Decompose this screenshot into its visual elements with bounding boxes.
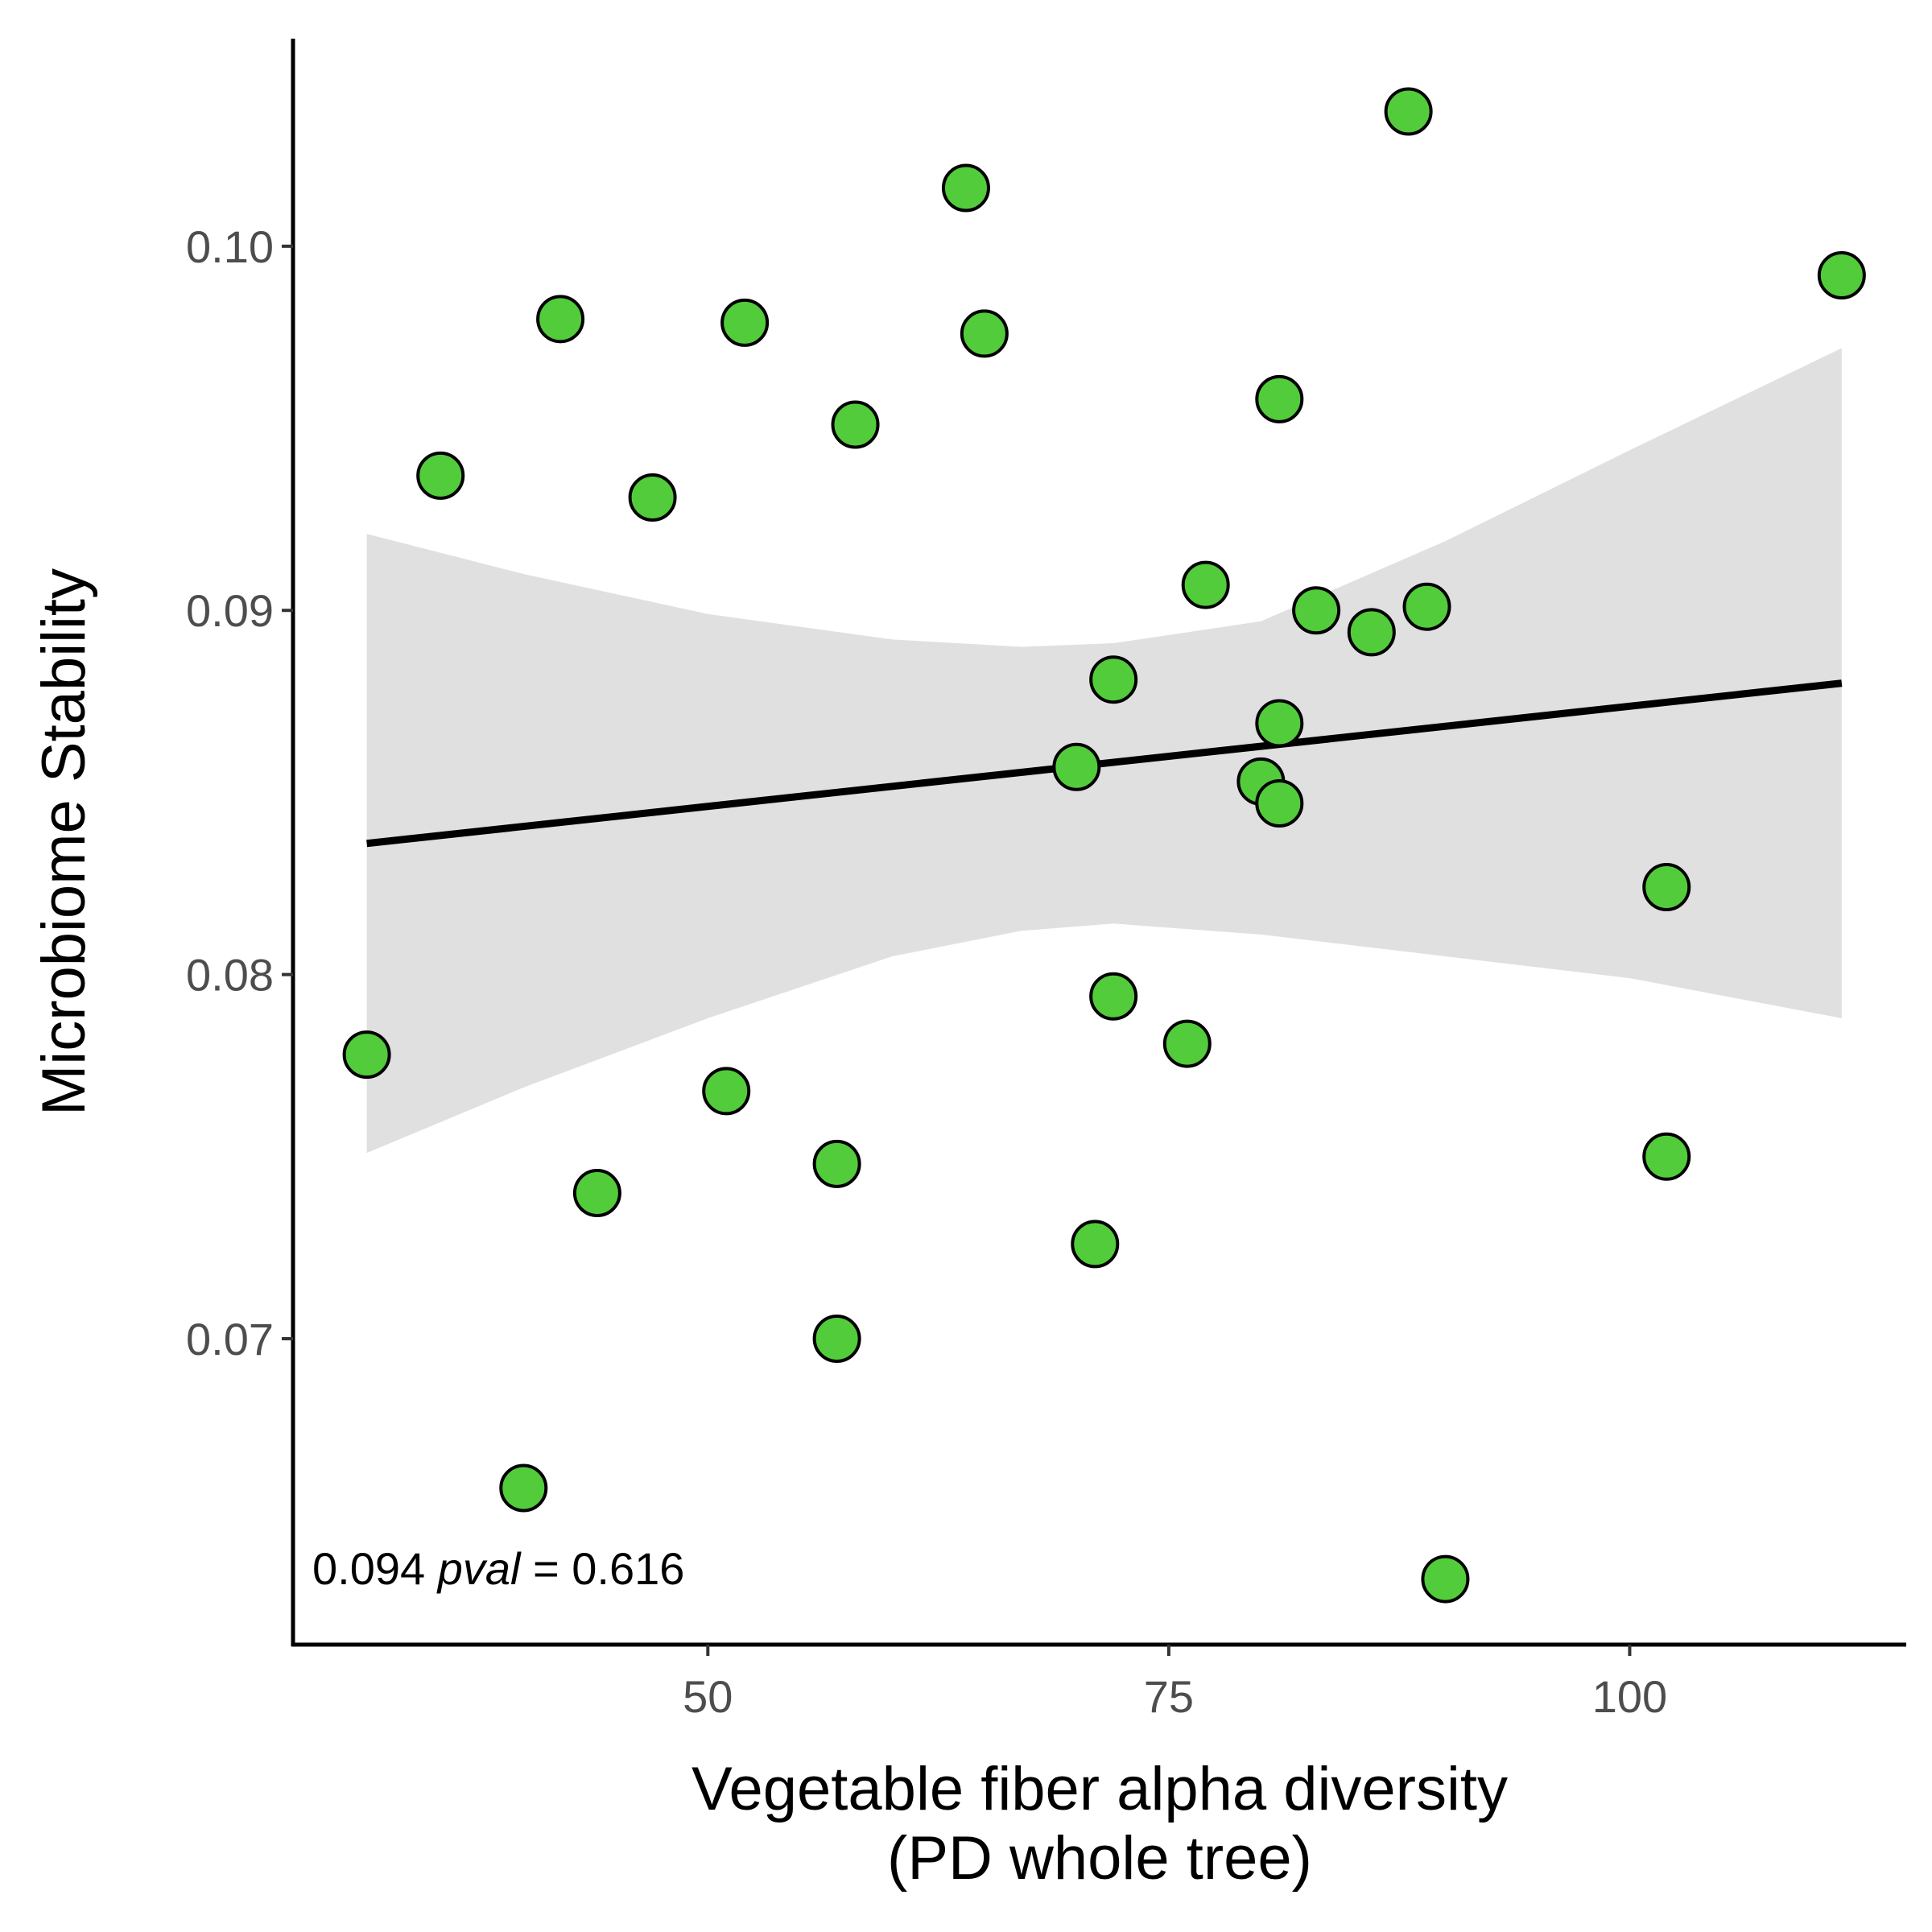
data-point — [1071, 1220, 1120, 1269]
y-tick-label: 0.09 — [186, 585, 274, 636]
stats-annotation: 0.094 pval = 0.616 — [312, 1543, 684, 1594]
data-point — [1089, 972, 1138, 1021]
data-point — [572, 1169, 621, 1218]
data-point — [1347, 608, 1396, 657]
data-point — [831, 400, 880, 449]
confidence-ribbon-layer — [366, 348, 1842, 1154]
data-point — [416, 451, 465, 500]
y-tick-label: 0.07 — [186, 1314, 274, 1364]
data-point — [812, 1139, 861, 1188]
y-axis-title: Microbiome Stability — [30, 568, 98, 1116]
y-ticks-layer: 0.07 0.08 0.09 0.10 — [186, 221, 293, 1364]
data-point — [499, 1463, 548, 1513]
data-point — [1162, 1019, 1212, 1068]
data-point — [1384, 87, 1433, 136]
data-point — [960, 309, 1009, 358]
x-axis-title-line-1: Vegetable fiber alpha diversity — [691, 1755, 1508, 1823]
data-point — [1255, 779, 1304, 828]
data-point — [536, 295, 585, 344]
data-point — [1642, 1132, 1691, 1181]
data-point — [1181, 560, 1230, 609]
data-point — [1089, 655, 1138, 704]
data-point — [812, 1315, 861, 1363]
data-point — [702, 1067, 751, 1116]
confidence-ribbon — [366, 348, 1842, 1154]
data-point — [720, 298, 770, 347]
x-tick-label: 100 — [1592, 1671, 1667, 1722]
annotation-pval: pval — [436, 1543, 522, 1594]
data-point — [1402, 582, 1451, 631]
data-point — [1292, 586, 1341, 635]
points-layer — [342, 87, 1866, 1604]
x-tick-label: 75 — [1144, 1671, 1194, 1722]
data-point — [1255, 374, 1304, 423]
regression-line-layer — [366, 679, 1843, 848]
x-tick-label: 50 — [683, 1671, 733, 1722]
data-point — [342, 1030, 391, 1080]
annotation-suffix: = 0.616 — [520, 1543, 684, 1594]
x-ticks-layer: 50 75 100 — [683, 1645, 1667, 1722]
regression-line — [366, 679, 1843, 848]
data-point — [941, 163, 990, 213]
data-point — [1817, 251, 1866, 300]
data-point — [1255, 699, 1304, 748]
data-point — [628, 473, 677, 522]
data-point — [1421, 1554, 1470, 1604]
x-axis-title-line-2: (PD whole tree) — [887, 1824, 1312, 1893]
data-point — [1642, 863, 1691, 912]
y-tick-label: 0.10 — [186, 221, 274, 272]
annotation-prefix: 0.094 — [312, 1543, 438, 1594]
y-tick-label: 0.08 — [186, 950, 274, 1001]
data-point — [1052, 742, 1101, 791]
